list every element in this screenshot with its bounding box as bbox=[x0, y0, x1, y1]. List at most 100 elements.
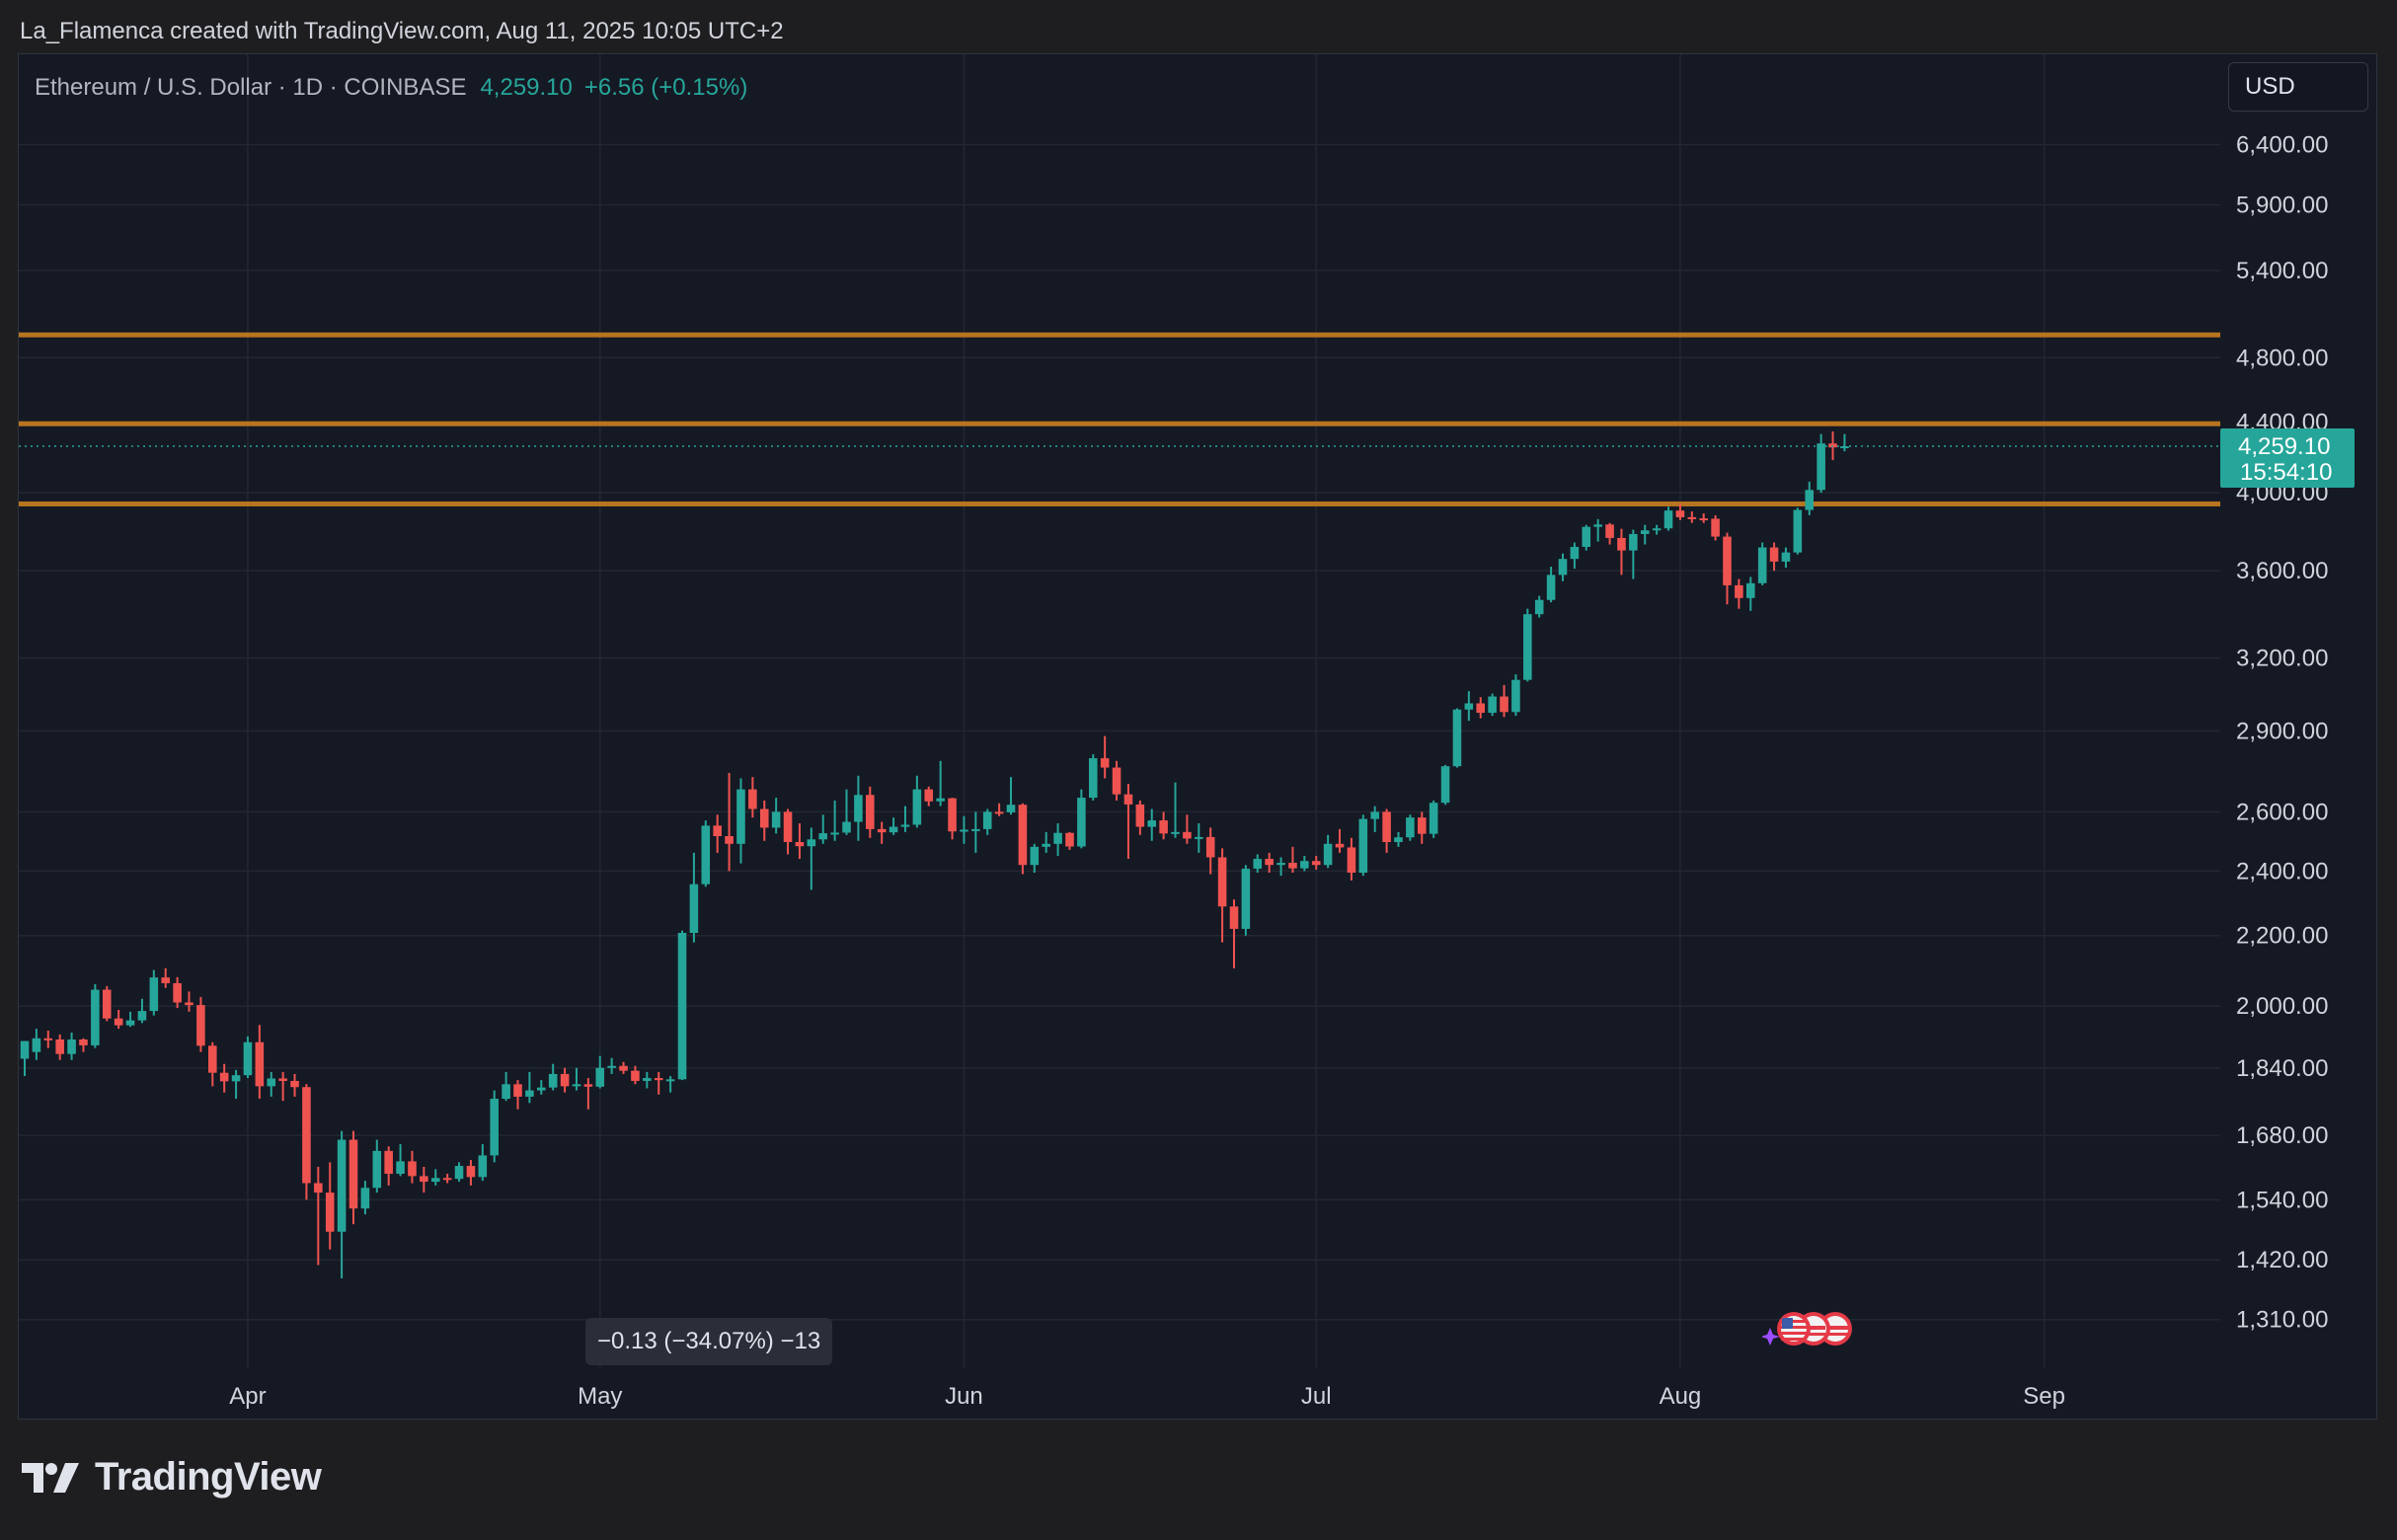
candlestick-chart[interactable]: 6,400.005,900.005,400.004,800.004,400.00… bbox=[19, 54, 2377, 1420]
candle-body bbox=[1711, 518, 1720, 537]
candle bbox=[1311, 855, 1321, 870]
candle-body bbox=[736, 789, 745, 844]
candle-body bbox=[1183, 831, 1192, 839]
candle-body bbox=[149, 977, 159, 1012]
currency-button[interactable]: USD bbox=[2228, 62, 2368, 112]
price-badge bbox=[2220, 428, 2355, 489]
candle bbox=[1347, 837, 1356, 881]
candle-body bbox=[208, 1045, 217, 1073]
candle bbox=[466, 1160, 476, 1186]
candle-body bbox=[900, 824, 910, 827]
candle bbox=[725, 773, 734, 872]
candle-body bbox=[1640, 530, 1650, 534]
x-tick-label: May bbox=[578, 1383, 622, 1410]
candle bbox=[255, 1025, 265, 1100]
candle bbox=[231, 1069, 241, 1100]
candle-body bbox=[842, 821, 851, 833]
candle-body bbox=[560, 1073, 570, 1087]
candle bbox=[877, 821, 887, 844]
candle-body bbox=[1100, 758, 1110, 768]
candle bbox=[1018, 803, 1028, 875]
x-tick-label: Jun bbox=[945, 1383, 983, 1410]
candle bbox=[1640, 524, 1650, 545]
y-tick-label: 3,600.00 bbox=[2236, 558, 2328, 584]
candle-body bbox=[1558, 559, 1568, 576]
candle-body bbox=[1195, 836, 1203, 839]
candle-body bbox=[854, 795, 863, 822]
candle-body bbox=[442, 1178, 452, 1181]
candle-body bbox=[924, 789, 934, 802]
candle-body bbox=[360, 1188, 370, 1209]
candle bbox=[1135, 800, 1145, 835]
candle bbox=[1265, 852, 1274, 873]
candle bbox=[1699, 513, 1708, 523]
candle bbox=[149, 969, 159, 1016]
x-tick-label: Aug bbox=[1660, 1383, 1702, 1410]
candle-body bbox=[1781, 552, 1791, 562]
candle-body bbox=[889, 826, 898, 833]
candle-body bbox=[137, 1011, 147, 1021]
candle bbox=[267, 1071, 276, 1097]
candle-body bbox=[654, 1078, 663, 1081]
candle bbox=[1358, 814, 1368, 877]
candle bbox=[1687, 511, 1697, 523]
candle bbox=[55, 1034, 64, 1060]
candle-body bbox=[795, 841, 805, 847]
candle-body bbox=[302, 1087, 311, 1184]
candle-body bbox=[866, 795, 875, 829]
legend-change: +6.56 (+0.15%) bbox=[583, 74, 748, 101]
candle-body bbox=[502, 1084, 510, 1100]
candle bbox=[1582, 524, 1591, 551]
candle-body bbox=[1065, 832, 1074, 847]
y-tick-label: 3,200.00 bbox=[2236, 646, 2328, 672]
us-flag-event-icon[interactable] bbox=[1762, 1306, 1871, 1351]
x-tick-label: Sep bbox=[2023, 1383, 2065, 1410]
candle bbox=[1617, 528, 1626, 576]
candle-body bbox=[1687, 516, 1697, 519]
candle bbox=[595, 1055, 605, 1089]
candle-body bbox=[537, 1087, 546, 1091]
candle-body bbox=[314, 1183, 323, 1194]
candle-body bbox=[114, 1018, 123, 1026]
candle-body bbox=[689, 884, 699, 933]
candle bbox=[337, 1130, 347, 1278]
chart-panel[interactable]: 6,400.00 5,900.00 5,400.00 4,800.00 4,400.00… bbox=[18, 53, 2377, 1420]
candle bbox=[1675, 503, 1685, 520]
candle-body bbox=[713, 825, 722, 837]
candle-body bbox=[1112, 767, 1121, 795]
candle bbox=[1452, 708, 1462, 768]
candle-body bbox=[725, 836, 734, 844]
candle bbox=[936, 760, 945, 807]
candle bbox=[1511, 674, 1520, 717]
candle-body bbox=[337, 1139, 347, 1232]
candle-body bbox=[32, 1038, 41, 1052]
horizontal-grid bbox=[19, 143, 2220, 1321]
candle-body bbox=[185, 1002, 193, 1006]
candle-body bbox=[1147, 820, 1157, 827]
candle bbox=[948, 798, 957, 840]
candle bbox=[161, 967, 170, 988]
candle-body bbox=[936, 798, 945, 802]
candle bbox=[807, 827, 816, 890]
candle-body bbox=[1582, 526, 1591, 547]
candle-body bbox=[102, 989, 112, 1019]
candle-body bbox=[1464, 703, 1474, 710]
candle bbox=[1781, 547, 1791, 569]
symbol-legend[interactable]: Ethereum / U.S. Dollar · 1D · COINBASE 4,… bbox=[35, 74, 747, 102]
candle-body bbox=[1723, 536, 1732, 585]
candle-body bbox=[619, 1065, 628, 1071]
candle bbox=[1065, 831, 1074, 850]
y-tick-label: 2,000.00 bbox=[2236, 993, 2328, 1020]
candle-body bbox=[1077, 798, 1086, 847]
candle bbox=[478, 1144, 488, 1182]
candle-body bbox=[1523, 614, 1532, 680]
candle-body bbox=[420, 1176, 428, 1183]
candle bbox=[1476, 697, 1486, 719]
candle bbox=[748, 777, 757, 818]
candle bbox=[1464, 691, 1474, 722]
candle bbox=[607, 1057, 616, 1074]
candle bbox=[583, 1078, 593, 1110]
candle-body bbox=[1793, 509, 1803, 553]
candle-body bbox=[1135, 804, 1145, 827]
candle bbox=[1370, 806, 1379, 832]
